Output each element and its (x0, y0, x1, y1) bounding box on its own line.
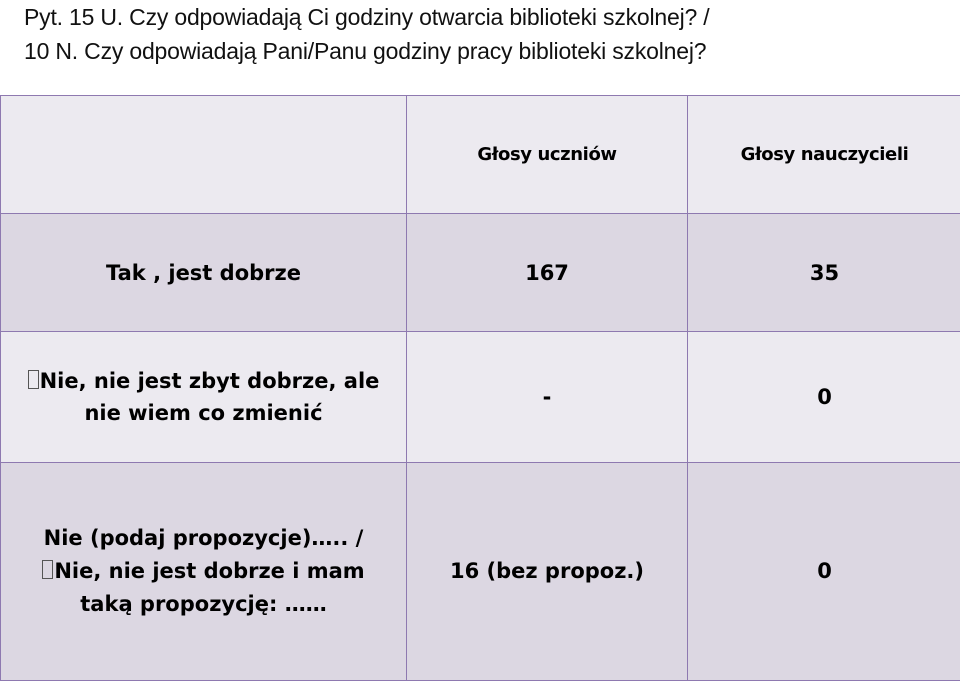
teachers-value: 35 (688, 214, 960, 332)
answer-label: Nie (podaj propozycje)….. / Nie, nie jes… (1, 463, 407, 681)
students-value: 16 (bez propoz.) (407, 463, 688, 681)
missing-glyph-box (42, 560, 53, 579)
answer-label-line-1: Nie, nie jest zbyt dobrze, ale (40, 369, 380, 393)
answer-label-line-2: nie wiem co zmienić (84, 401, 322, 425)
table-row: Tak , jest dobrze 167 35 (1, 214, 960, 332)
table-row: Nie, nie jest zbyt dobrze, ale nie wiem … (1, 332, 960, 463)
heading-line-1: Pyt. 15 U. Czy odpowiadają Ci godziny ot… (24, 0, 954, 34)
missing-glyph-box (28, 370, 39, 389)
heading-line-2: 10 N. Czy odpowiadają Pani/Panu godziny … (24, 34, 954, 68)
survey-results-table: Głosy uczniów Głosy nauczycieli Tak , je… (0, 95, 960, 681)
answer-label-line-1: Nie (podaj propozycje)….. / (44, 526, 364, 550)
answer-label: Tak , jest dobrze (1, 214, 407, 332)
students-value: 167 (407, 214, 688, 332)
table-header-row: Głosy uczniów Głosy nauczycieli (1, 96, 960, 214)
header-cell-empty (1, 96, 407, 214)
answer-label-line-3: taką propozycję: …… (80, 592, 326, 616)
table-row: Nie (podaj propozycje)….. / Nie, nie jes… (1, 463, 960, 681)
answer-label: Nie, nie jest zbyt dobrze, ale nie wiem … (1, 332, 407, 463)
question-heading: Pyt. 15 U. Czy odpowiadają Ci godziny ot… (24, 0, 954, 68)
header-cell-students: Głosy uczniów (407, 96, 688, 214)
teachers-value: 0 (688, 332, 960, 463)
answer-label-line-2: Nie, nie jest dobrze i mam (54, 559, 364, 583)
students-value: - (407, 332, 688, 463)
header-cell-teachers: Głosy nauczycieli (688, 96, 960, 214)
teachers-value: 0 (688, 463, 960, 681)
